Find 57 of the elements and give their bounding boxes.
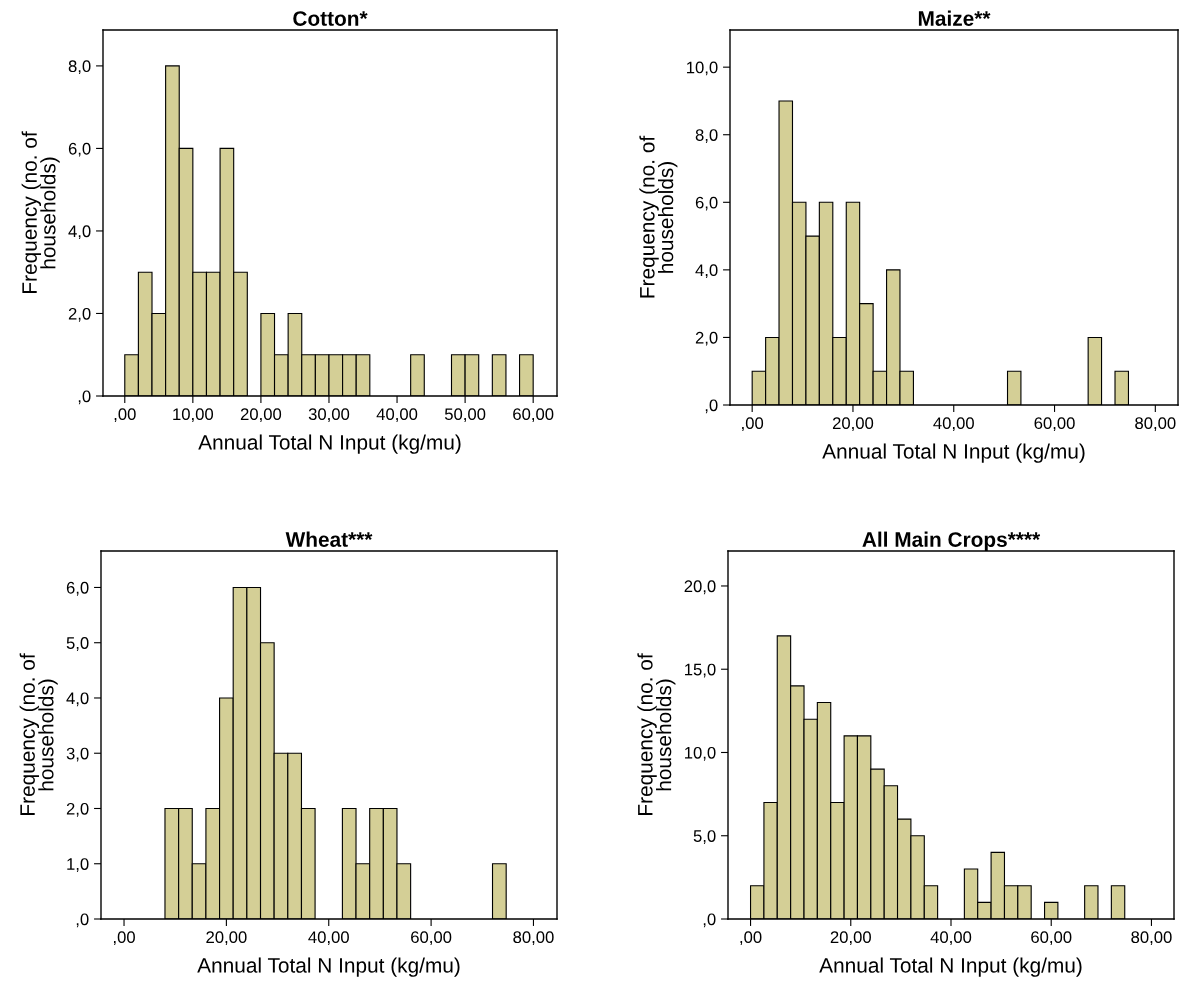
y-tick-label: 8,0 [695,129,718,143]
x-tick-label: 80,00 [513,931,554,946]
y-tick-label: 2,0 [695,331,718,346]
y-tick-label: 6,0 [68,142,91,157]
chart-title: Wheat*** [285,531,373,547]
y-tick-label: 2,0 [68,307,91,322]
x-tick-label: 40,00 [930,931,972,946]
x-tick-label: 40,00 [308,931,349,946]
x-tick-label: 20,00 [830,931,871,946]
x-tick-label: 60,00 [411,931,452,946]
chart-title: All Main Crops**** [862,531,1041,551]
x-tick-label: 20,00 [832,417,874,432]
x-tick-label: ,00 [740,931,762,946]
x-tick-label: 50,00 [444,408,486,423]
y-tick-label: 4,0 [695,264,718,279]
y-tick-label: 2,0 [66,802,89,817]
y-tick-label: ,0 [705,399,718,414]
y-tick-label: ,0 [703,913,716,928]
y-axis-title: Frequency (no. of households) [21,131,60,293]
y-tick-label: 6,0 [695,196,718,211]
y-tick-label: 4,0 [66,692,89,707]
x-tick-label: 30,00 [308,408,350,423]
chart-title: Maize** [918,10,991,26]
x-tick-label: 40,00 [933,417,974,432]
x-axis-title: Annual Total N Input (kg/mu) [819,957,1082,977]
y-axis-title: Frequency (no. of households) [639,135,678,298]
x-axis-title: Annual Total N Input (kg/mu) [197,957,460,977]
y-tick-label: 4,0 [68,225,91,240]
x-tick-label: 20,00 [240,408,282,423]
y-tick-label: 10,0 [687,61,718,76]
x-tick-label: 60,00 [1034,417,1075,432]
y-tick-label: 8,0 [68,60,91,75]
y-tick-label: 10,0 [685,746,716,761]
x-tick-label: 40,00 [376,408,418,423]
chart-title: Cotton* [293,11,368,26]
x-axis-title: Annual Total N Input (kg/mu) [822,443,1085,463]
y-tick-label: ,0 [76,913,89,928]
y-tick-label: 5,0 [693,830,716,844]
y-tick-label: 20,0 [684,580,716,595]
x-tick-label: ,00 [114,408,136,423]
y-axis-title: Frequency (no. of households) [637,653,676,815]
y-tick-label: 15,0 [685,663,716,678]
x-tick-label: ,00 [113,931,135,946]
x-tick-label: 60,00 [1031,931,1072,946]
x-tick-label: 60,00 [513,408,554,423]
y-axis-title: Frequency (no. of households) [19,653,58,815]
x-tick-label: 10,00 [173,408,214,423]
x-tick-label: ,00 [742,417,764,432]
y-tick-label: ,0 [78,390,91,405]
x-tick-label: 20,00 [206,931,247,946]
y-tick-label: 3,0 [66,747,89,762]
x-tick-label: 80,00 [1135,417,1176,432]
x-tick-label: 80,00 [1131,931,1172,946]
y-tick-label: 5,0 [66,637,89,651]
y-tick-label: 1,0 [67,858,89,872]
x-axis-title: Annual Total N Input (kg/mu) [198,434,461,454]
y-tick-label: 6,0 [66,581,89,596]
